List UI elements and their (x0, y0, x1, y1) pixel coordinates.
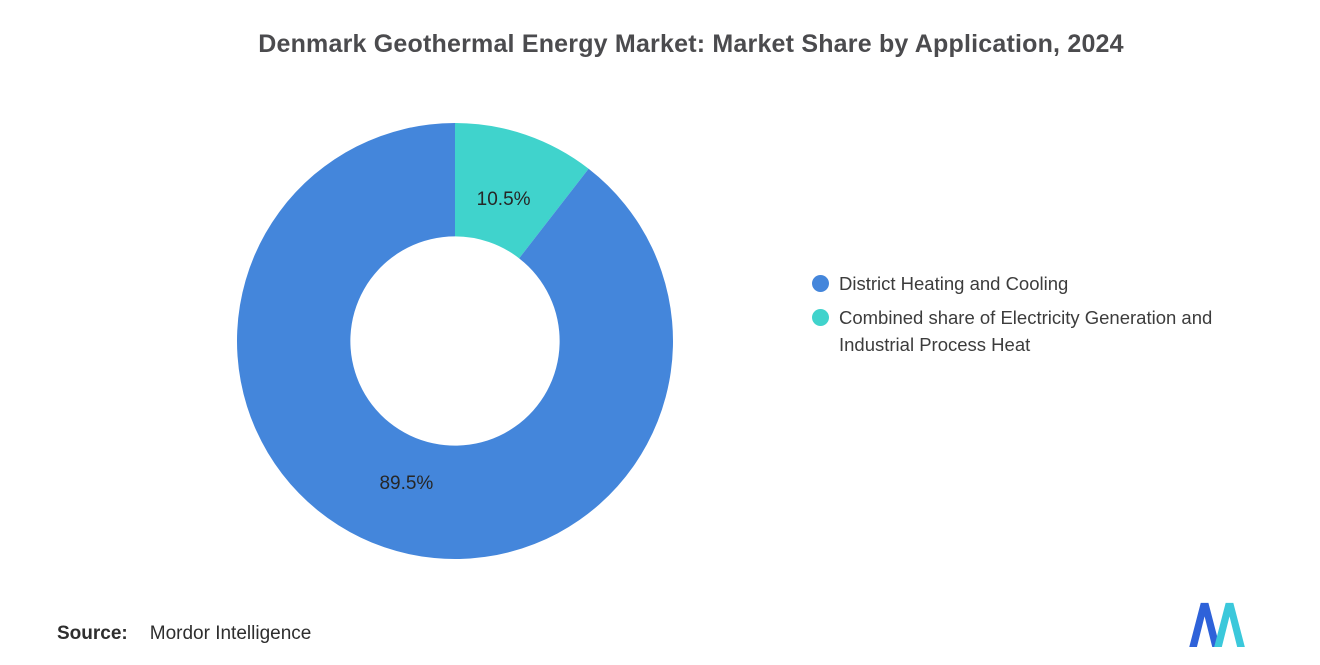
donut-slice-1[interactable] (455, 123, 589, 259)
legend-item-combined-share[interactable]: Combined share of Electricity Generation… (812, 304, 1272, 358)
legend-item-district-heating[interactable]: District Heating and Cooling (812, 270, 1272, 297)
legend-label-district-heating: District Heating and Cooling (839, 273, 1069, 294)
chart-title: Denmark Geothermal Energy Market: Market… (258, 30, 1124, 58)
donut-chart: 10.5% 89.5% (237, 123, 673, 559)
legend-swatch-district-heating-icon (812, 275, 829, 292)
legend-swatch-combined-share-icon (812, 309, 829, 326)
source-line: Source: Mordor Intelligence (57, 623, 311, 645)
legend-label-combined-share: Combined share of Electricity Generation… (839, 307, 1213, 355)
source-value: Mordor Intelligence (149, 623, 312, 644)
donut-slice-0[interactable] (237, 123, 673, 559)
legend: District Heating and Cooling Combined sh… (812, 270, 1272, 365)
logo-right-shape (1214, 602, 1245, 647)
source-label: Source: (57, 623, 128, 644)
mordor-intelligence-logo (1189, 602, 1245, 647)
donut-slice-value-label: 89.5% (379, 473, 433, 494)
logo-left-shape (1189, 602, 1220, 647)
donut-slice-value-label: 10.5% (477, 189, 531, 210)
